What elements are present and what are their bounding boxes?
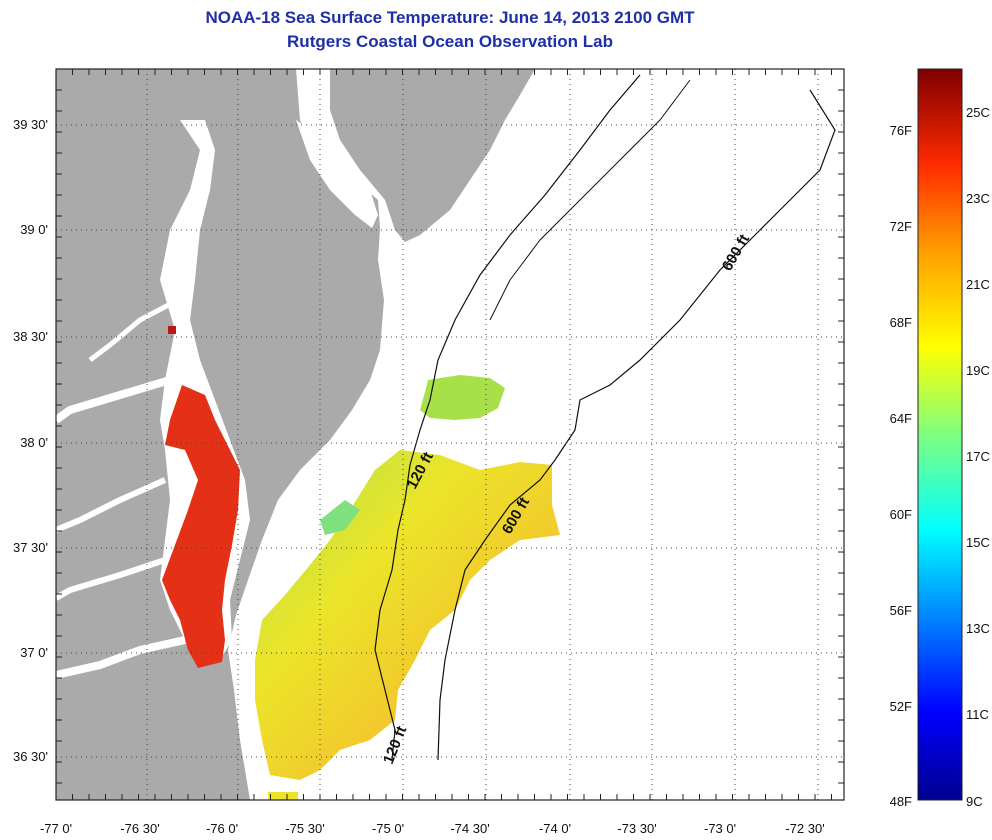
lat-tick-label: 38 0'	[20, 435, 48, 450]
colorbar-c-label: 11C	[966, 707, 989, 722]
colorbar-c-label: 25C	[966, 105, 990, 120]
delaware-bay	[296, 120, 378, 228]
colorbar-celsius: 25C 23C 21C 19C 17C 15C 13C 11C 9C	[966, 105, 990, 809]
lat-tick-label: 39 30'	[13, 117, 48, 132]
lon-tick-label: -74 30'	[450, 821, 489, 836]
grid	[56, 69, 844, 800]
colorbar-c-label: 21C	[966, 277, 990, 292]
colorbar-f-label: 64F	[890, 411, 912, 426]
lon-tick-label: -73 30'	[617, 821, 656, 836]
sst-pixel	[268, 792, 298, 800]
lat-tick-label: 38 30'	[13, 329, 48, 344]
colorbar-c-label: 9C	[966, 794, 983, 809]
river-james	[56, 636, 186, 679]
map-border	[55, 68, 845, 801]
axis-ticks	[55, 68, 844, 800]
lon-axis: -77 0' -76 30' -76 0' -75 30' -75 0' -74…	[40, 821, 825, 836]
colorbar-c-label: 19C	[966, 363, 990, 378]
colorbar-f-label: 48F	[890, 794, 912, 809]
lon-tick-label: -72 30'	[785, 821, 824, 836]
colorbar-c-label: 15C	[966, 535, 990, 550]
colorbar-f-label: 72F	[890, 219, 912, 234]
colorbar-f-label: 52F	[890, 699, 912, 714]
lon-tick-label: -76 0'	[206, 821, 238, 836]
colorbar-c-label: 17C	[966, 449, 990, 464]
river-york	[56, 557, 166, 601]
river-potomac	[56, 376, 172, 424]
lon-tick-label: -73 0'	[704, 821, 736, 836]
contour-120ft	[374, 74, 641, 761]
title-line-1: NOAA-18 Sea Surface Temperature: June 14…	[205, 8, 695, 27]
map-title: NOAA-18 Sea Surface Temperature: June 14…	[0, 6, 900, 54]
contour-120ft-inner	[489, 79, 691, 321]
sst-chesapeake-warm	[162, 385, 240, 668]
sst-shelf-north	[420, 375, 505, 420]
colorbar-c-label: 13C	[966, 621, 990, 636]
lat-tick-label: 39 0'	[20, 222, 48, 237]
colorbar	[917, 68, 963, 801]
river-rappahannock	[56, 477, 167, 533]
colorbar-fahrenheit: 76F 72F 68F 64F 60F 56F 52F 48F	[890, 123, 912, 809]
lon-tick-label: -76 30'	[120, 821, 159, 836]
lat-tick-label: 36 30'	[13, 749, 48, 764]
sst-shelf-patch	[320, 500, 360, 535]
sst-shelf	[255, 450, 560, 780]
sst-pixel	[168, 326, 176, 334]
title-line-2: Rutgers Coastal Ocean Observation Lab	[287, 32, 613, 51]
lon-tick-label: -77 0'	[40, 821, 72, 836]
land-nj-cape	[330, 69, 535, 242]
colorbar-f-label: 76F	[890, 123, 912, 138]
colorbar-f-label: 68F	[890, 315, 912, 330]
river-patuxent	[88, 297, 180, 362]
contour-600ft	[437, 89, 836, 761]
lat-tick-label: 37 0'	[20, 645, 48, 660]
colorbar-f-label: 60F	[890, 507, 912, 522]
colorbar-f-label: 56F	[890, 603, 912, 618]
lon-tick-label: -74 0'	[539, 821, 571, 836]
lon-tick-label: -75 0'	[372, 821, 404, 836]
colorbar-c-label: 23C	[966, 191, 990, 206]
lat-axis: 39 30' 39 0' 38 30' 38 0' 37 30' 37 0' 3…	[13, 117, 48, 764]
lat-tick-label: 37 30'	[13, 540, 48, 555]
lon-tick-label: -75 30'	[285, 821, 324, 836]
